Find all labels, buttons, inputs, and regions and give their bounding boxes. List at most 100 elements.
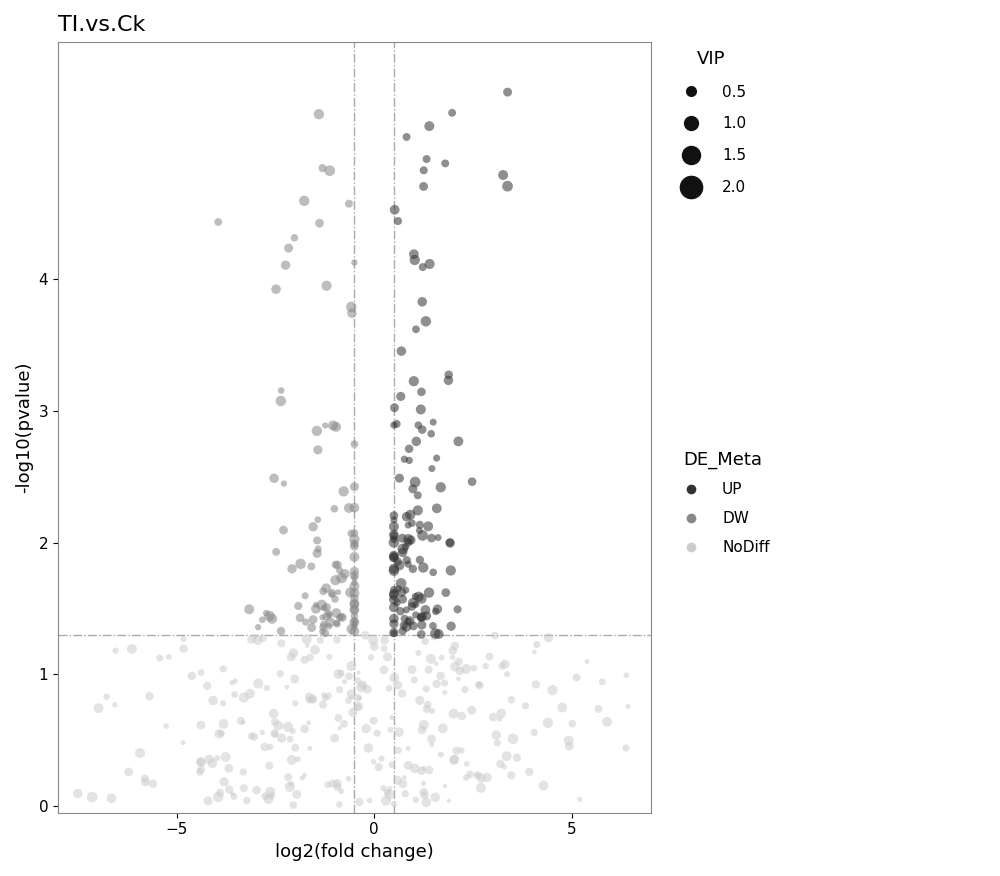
Point bbox=[341, 669, 357, 683]
Point bbox=[285, 724, 301, 738]
Point bbox=[424, 738, 440, 752]
Point bbox=[495, 168, 511, 182]
Point bbox=[262, 785, 278, 799]
Point bbox=[315, 584, 331, 598]
Point bbox=[273, 636, 289, 650]
Point bbox=[199, 679, 215, 693]
Point bbox=[421, 585, 437, 599]
Point bbox=[282, 732, 298, 746]
Point bbox=[316, 601, 332, 615]
Point bbox=[404, 662, 420, 676]
Point bbox=[267, 715, 283, 729]
Point bbox=[344, 690, 360, 704]
Point bbox=[441, 368, 457, 382]
Point bbox=[454, 709, 470, 723]
Point bbox=[394, 686, 410, 700]
Point bbox=[448, 744, 464, 758]
Point bbox=[329, 777, 345, 791]
Point bbox=[526, 725, 542, 739]
Point bbox=[618, 668, 634, 682]
Point bbox=[290, 599, 306, 613]
Point bbox=[386, 509, 402, 523]
Point bbox=[396, 771, 412, 785]
Point bbox=[424, 732, 440, 746]
Point bbox=[437, 676, 453, 690]
Point bbox=[310, 512, 326, 526]
Point bbox=[452, 664, 468, 678]
Point bbox=[192, 755, 208, 769]
Point bbox=[346, 569, 362, 583]
Point bbox=[192, 765, 208, 779]
Point bbox=[594, 675, 610, 689]
Point bbox=[121, 765, 137, 779]
Point bbox=[443, 563, 459, 577]
Text: TI.vs.Ck: TI.vs.Ck bbox=[58, 15, 145, 35]
Point bbox=[329, 617, 345, 631]
Point bbox=[227, 688, 243, 702]
Point bbox=[346, 539, 362, 553]
Point bbox=[308, 602, 324, 616]
Point bbox=[413, 402, 429, 416]
Point bbox=[413, 611, 429, 625]
Point bbox=[415, 561, 431, 575]
Point bbox=[346, 603, 362, 617]
Point bbox=[289, 788, 305, 802]
Point bbox=[429, 677, 445, 691]
Point bbox=[341, 196, 357, 210]
Point bbox=[398, 583, 414, 597]
Point bbox=[400, 759, 416, 773]
Point bbox=[305, 692, 321, 706]
Point bbox=[334, 571, 350, 585]
Point bbox=[346, 570, 362, 584]
Point bbox=[390, 214, 406, 228]
Point bbox=[314, 611, 330, 625]
Point bbox=[394, 531, 410, 545]
Point bbox=[377, 633, 393, 647]
Point bbox=[332, 721, 348, 735]
Point bbox=[351, 699, 367, 713]
Point bbox=[395, 592, 411, 606]
Point bbox=[366, 754, 382, 768]
Point bbox=[406, 247, 422, 261]
Point bbox=[298, 615, 314, 629]
Point bbox=[346, 501, 362, 515]
Point bbox=[272, 667, 288, 681]
Point bbox=[400, 535, 416, 549]
Point bbox=[496, 759, 512, 774]
Point bbox=[346, 550, 362, 564]
Point bbox=[351, 691, 367, 705]
Point bbox=[424, 462, 440, 476]
Point bbox=[376, 781, 392, 795]
Point bbox=[350, 691, 366, 705]
Point bbox=[402, 614, 418, 628]
Point bbox=[423, 652, 439, 666]
Point bbox=[386, 797, 402, 811]
Y-axis label: -log10(pvalue): -log10(pvalue) bbox=[15, 362, 33, 493]
Point bbox=[357, 628, 373, 642]
Point bbox=[322, 608, 338, 622]
Point bbox=[266, 471, 282, 485]
Point bbox=[84, 790, 100, 804]
Point bbox=[346, 591, 362, 605]
Point bbox=[221, 782, 237, 796]
Point bbox=[399, 620, 415, 634]
Point bbox=[384, 758, 400, 772]
Point bbox=[290, 752, 306, 766]
Point bbox=[210, 790, 226, 804]
Point bbox=[346, 586, 362, 600]
Point bbox=[346, 256, 362, 270]
Point bbox=[315, 697, 331, 711]
Point bbox=[267, 727, 283, 741]
Point bbox=[249, 783, 265, 797]
Point bbox=[327, 592, 343, 606]
Point bbox=[353, 681, 369, 695]
Point bbox=[274, 731, 290, 745]
Point bbox=[450, 603, 466, 617]
Point bbox=[278, 258, 294, 272]
Point bbox=[407, 761, 423, 775]
Point bbox=[332, 682, 348, 696]
Point bbox=[343, 300, 359, 314]
Point bbox=[528, 677, 544, 691]
Point bbox=[363, 650, 379, 664]
Point bbox=[400, 557, 416, 571]
